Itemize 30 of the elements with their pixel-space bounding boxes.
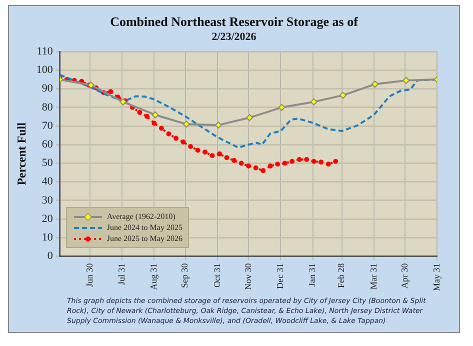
y-tick-label: 50 — [42, 157, 54, 170]
x-tick-label: Aug 31 — [148, 263, 159, 290]
x-tick-label: Dec 31 — [275, 263, 286, 290]
chart-title: Combined Northeast Reservoir Storage as of — [109, 14, 360, 30]
x-tick-label: Jun 30 — [84, 262, 94, 288]
x-tick-label: Sep 30 — [180, 262, 190, 288]
legend-label: June 2024 to May 2025 — [106, 222, 182, 234]
x-tick-label: Apr 30 — [399, 262, 410, 289]
y-tick-label: 30 — [42, 194, 54, 206]
chart-subtitle: 2/23/2026 — [210, 31, 258, 43]
x-tick-label: Mar 31 — [368, 263, 378, 290]
x-tick-label: Nov 30 — [242, 262, 253, 290]
x-tick-label: Jan 31 — [307, 263, 318, 287]
y-tick-label: 80 — [42, 101, 54, 114]
legend-label: Average (1962-2010) — [106, 211, 176, 222]
y-axis-title: Percent Full — [14, 122, 28, 186]
y-tick-label: 40 — [42, 176, 54, 188]
y-tick-label: 60 — [42, 138, 54, 151]
y-tick-label: 110 — [36, 45, 54, 58]
y-tick-label: 100 — [36, 64, 54, 76]
y-tick-label: 70 — [42, 120, 54, 132]
y-tick-label: 20 — [42, 212, 54, 225]
y-tick-label: 0 — [47, 250, 54, 262]
x-tick-label: Feb 28 — [336, 262, 346, 288]
legend-label: June 2025 to May 2026 — [106, 233, 182, 244]
y-tick-label: 90 — [42, 82, 54, 95]
x-tick-label: Oct 31 — [212, 263, 222, 288]
x-tick-label: May 31 — [432, 263, 442, 292]
x-tick-label: Jul 31 — [116, 263, 126, 286]
y-tick-label: 10 — [42, 232, 54, 244]
